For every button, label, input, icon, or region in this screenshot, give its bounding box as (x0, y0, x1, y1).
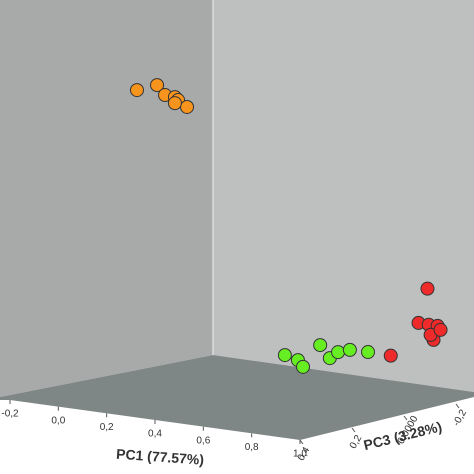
point (129, 83, 144, 98)
z-tick (351, 427, 356, 433)
z-tick (455, 403, 460, 409)
z-tick (299, 439, 304, 445)
point (277, 348, 292, 363)
x-tick-label: 0,8 (245, 442, 259, 453)
x-tick-label: 0,6 (196, 435, 210, 446)
point (167, 96, 182, 111)
x-tick-label: 0,4 (148, 429, 162, 440)
x-tick-label: 1,0 (293, 449, 307, 460)
point (296, 359, 311, 374)
x-tick-label: -0,2 (1, 409, 19, 420)
z-tick-label: 0,2 (348, 433, 365, 451)
point (313, 338, 328, 353)
point (331, 345, 346, 360)
x-tick-label: 0,2 (100, 422, 114, 433)
point (342, 342, 357, 357)
point (180, 99, 195, 114)
point (420, 281, 435, 296)
point (383, 348, 398, 363)
right-wall (213, 0, 474, 392)
x-tick-label: 0,0 (51, 415, 65, 426)
x-axis-title: PC1 (77.57%) (116, 446, 205, 468)
z-tick (403, 415, 408, 421)
point (433, 322, 448, 337)
z-tick-label: 0,4 (296, 445, 313, 463)
floor (0, 355, 474, 440)
point (150, 78, 165, 93)
point (361, 345, 376, 360)
left-wall (0, 0, 213, 397)
z-tick-label: -0,2 (451, 407, 469, 428)
